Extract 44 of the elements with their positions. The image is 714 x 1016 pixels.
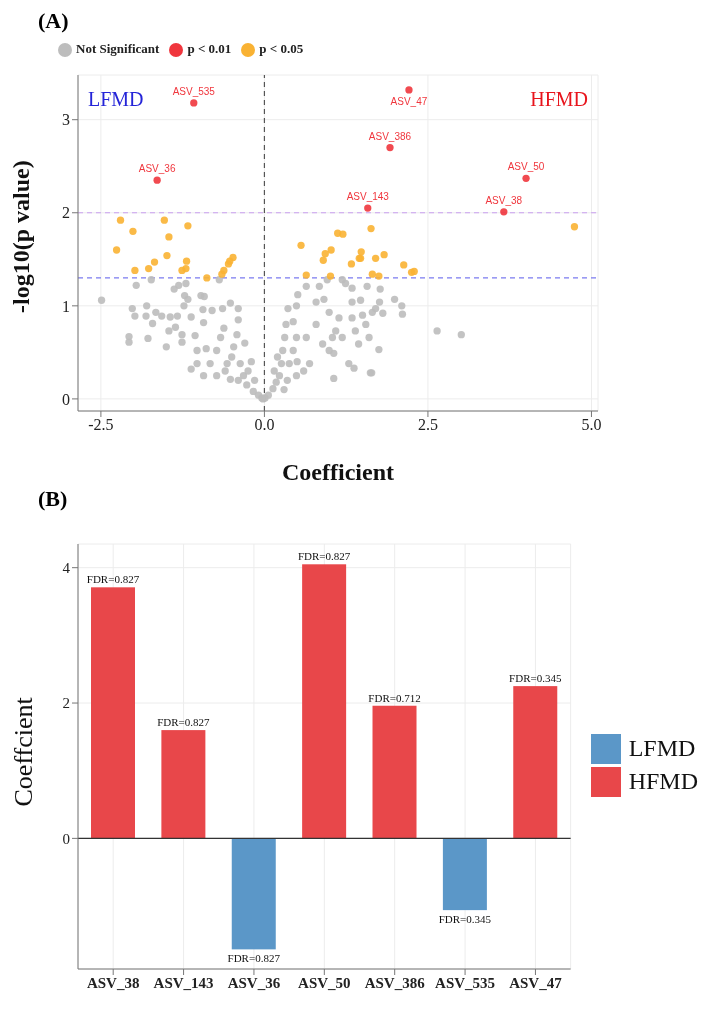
y-tick-label: 2 <box>62 204 70 222</box>
annotation: ASV_47 <box>390 96 428 108</box>
x-tick-label: ASV_50 <box>298 974 351 991</box>
y-tick-label: 1 <box>62 297 70 315</box>
x-tick-label: ASV_535 <box>435 974 496 991</box>
x-tick-label: ASV_47 <box>509 974 563 991</box>
annotation: HFMD <box>530 88 588 111</box>
legend-label: Not Significant <box>76 41 160 56</box>
annotation: FDR=0.827 <box>157 716 211 729</box>
y-tick-label: 0 <box>62 830 70 847</box>
x-tick-label: ASV_36 <box>227 974 281 991</box>
annotation: ASV_535 <box>172 85 216 97</box>
annotation: FDR=0.827 <box>86 573 140 586</box>
legend-label: LFMD <box>628 735 696 762</box>
annotation: FDR=0.345 <box>509 672 562 685</box>
annotation: LFMD <box>88 88 144 111</box>
y-tick-label: 2 <box>62 695 70 712</box>
annotation: ASV_143 <box>346 191 390 203</box>
annotation: ASV_38 <box>485 194 523 206</box>
y-tick-label: 0 <box>62 390 70 408</box>
y-tick-label: 3 <box>62 111 70 129</box>
legend-label: p < 0.05 <box>259 41 304 56</box>
x-tick-label: ASV_143 <box>153 974 214 991</box>
y-axis-title: Coeffcient <box>9 696 39 807</box>
annotation: ASV_50 <box>507 161 545 173</box>
annotation: FDR=0.827 <box>297 550 351 563</box>
chart-title: (A) <box>37 8 70 35</box>
x-tick-label: 5.0 <box>581 416 602 434</box>
x-tick-label: ASV_386 <box>364 974 426 991</box>
legend-label: p < 0.01 <box>187 41 232 56</box>
annotation: FDR=0.345 <box>438 913 492 926</box>
legend-label: HFMD <box>628 768 698 795</box>
chart-title: (B) <box>37 486 69 513</box>
annotation: ASV_386 <box>368 130 412 142</box>
x-tick-label: -2.5 <box>88 416 114 434</box>
x-axis-title: Coefficient <box>282 459 394 486</box>
y-axis-title: -log10(p value) <box>7 160 34 314</box>
y-tick-label: 4 <box>62 560 71 577</box>
x-tick-label: ASV_38 <box>86 974 140 991</box>
x-tick-label: 2.5 <box>417 416 438 434</box>
annotation: FDR=0.827 <box>227 952 281 965</box>
x-tick-label: 0.0 <box>254 416 275 434</box>
annotation: FDR=0.712 <box>368 691 421 704</box>
annotation: ASV_36 <box>138 163 176 175</box>
